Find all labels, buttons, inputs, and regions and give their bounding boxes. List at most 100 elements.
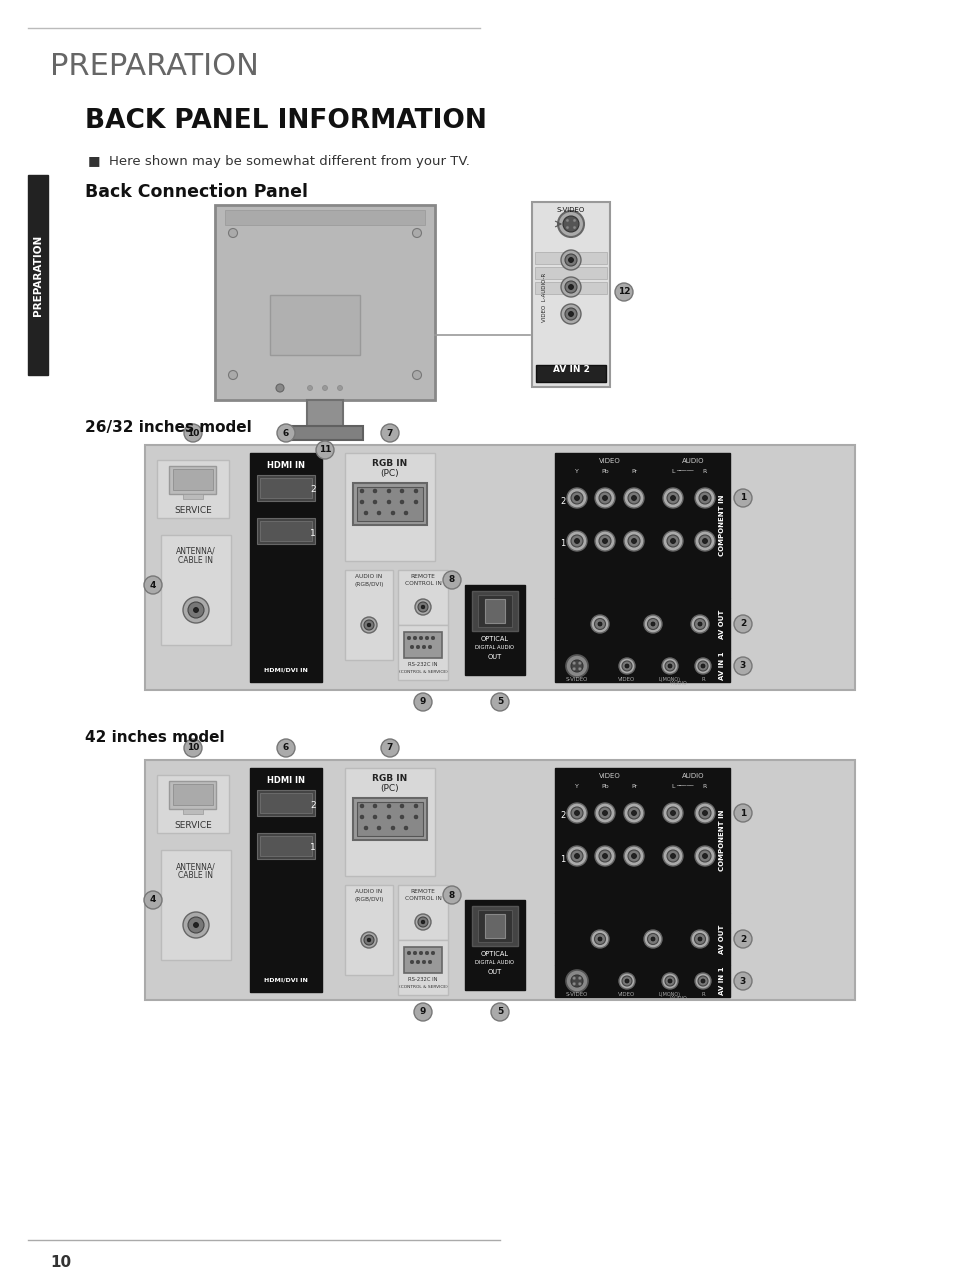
Text: Y: Y: [575, 469, 578, 474]
Text: R: R: [702, 469, 706, 474]
Circle shape: [571, 536, 582, 547]
Bar: [250, 453, 322, 682]
Circle shape: [367, 939, 371, 941]
Circle shape: [664, 661, 675, 672]
Circle shape: [690, 614, 708, 633]
Bar: [260, 836, 312, 856]
Circle shape: [184, 739, 202, 757]
Circle shape: [623, 803, 643, 823]
Circle shape: [695, 658, 710, 674]
Circle shape: [144, 576, 162, 594]
Text: REMOTE: REMOTE: [410, 574, 435, 579]
Circle shape: [700, 664, 704, 668]
Bar: [535, 252, 606, 265]
Circle shape: [572, 982, 575, 986]
Circle shape: [418, 636, 422, 640]
Circle shape: [594, 934, 605, 945]
Text: VIDEO: VIDEO: [618, 992, 635, 997]
Circle shape: [564, 308, 577, 321]
Text: ANTENNA/: ANTENNA/: [176, 862, 215, 871]
Bar: [472, 906, 517, 946]
Circle shape: [229, 370, 237, 379]
Circle shape: [399, 500, 403, 504]
Text: VIDEO: VIDEO: [618, 677, 635, 682]
Circle shape: [360, 617, 376, 633]
Circle shape: [666, 806, 679, 819]
Text: 2: 2: [310, 800, 315, 809]
Circle shape: [662, 488, 682, 508]
Bar: [555, 598, 729, 650]
Circle shape: [565, 655, 587, 677]
Bar: [161, 536, 231, 645]
Text: Pb: Pb: [600, 469, 608, 474]
Circle shape: [364, 826, 368, 831]
Text: └AUDIO─: └AUDIO─: [668, 996, 690, 1001]
Circle shape: [699, 492, 710, 504]
Circle shape: [571, 850, 582, 862]
Circle shape: [565, 226, 568, 229]
Bar: [532, 202, 609, 387]
Text: OPTICAL: OPTICAL: [480, 951, 509, 957]
Circle shape: [373, 488, 376, 494]
Circle shape: [415, 599, 431, 614]
Circle shape: [627, 850, 639, 862]
Circle shape: [564, 281, 577, 293]
Circle shape: [699, 536, 710, 547]
Circle shape: [403, 511, 408, 515]
Text: AUDIO IN: AUDIO IN: [355, 574, 382, 579]
Circle shape: [183, 597, 209, 623]
Bar: [256, 790, 314, 817]
Bar: [270, 295, 359, 355]
Circle shape: [373, 804, 376, 808]
Text: AV IN 2: AV IN 2: [552, 365, 589, 374]
Text: 1: 1: [310, 528, 315, 538]
Bar: [172, 469, 213, 490]
Circle shape: [701, 854, 707, 859]
Circle shape: [276, 739, 294, 757]
Circle shape: [560, 251, 580, 270]
Bar: [353, 483, 427, 525]
Circle shape: [623, 846, 643, 866]
Text: 2: 2: [559, 496, 565, 505]
Circle shape: [594, 618, 605, 630]
Circle shape: [573, 226, 576, 229]
Text: 6: 6: [283, 429, 289, 438]
Circle shape: [690, 930, 708, 948]
Circle shape: [407, 951, 411, 955]
Circle shape: [418, 951, 422, 955]
Text: AV OUT: AV OUT: [719, 609, 724, 639]
Circle shape: [733, 972, 751, 990]
Circle shape: [373, 815, 376, 819]
Text: VIDEO  L-AUDIO-R: VIDEO L-AUDIO-R: [542, 272, 547, 322]
Circle shape: [568, 285, 573, 290]
Circle shape: [627, 806, 639, 819]
Circle shape: [602, 496, 607, 500]
Text: 10: 10: [187, 429, 199, 438]
Bar: [287, 426, 363, 440]
Circle shape: [662, 803, 682, 823]
Circle shape: [403, 826, 408, 831]
Circle shape: [602, 854, 607, 859]
Text: HDMI IN: HDMI IN: [267, 776, 305, 785]
Text: 3: 3: [740, 661, 745, 670]
Circle shape: [276, 424, 294, 441]
Circle shape: [578, 661, 580, 665]
Circle shape: [631, 810, 636, 815]
Bar: [260, 522, 312, 541]
Text: HDMI/DVI IN: HDMI/DVI IN: [264, 978, 308, 983]
Circle shape: [491, 693, 509, 711]
Circle shape: [647, 618, 658, 630]
Circle shape: [565, 219, 568, 223]
Circle shape: [568, 312, 573, 317]
Text: 5: 5: [497, 697, 502, 706]
Text: Pb: Pb: [600, 784, 608, 789]
Circle shape: [699, 850, 710, 862]
Text: OUT: OUT: [487, 969, 501, 976]
Circle shape: [631, 854, 636, 859]
Circle shape: [670, 854, 675, 859]
Bar: [28, 176, 48, 375]
Circle shape: [667, 979, 671, 983]
Text: 4: 4: [150, 580, 156, 589]
Circle shape: [566, 488, 586, 508]
Circle shape: [421, 920, 424, 923]
